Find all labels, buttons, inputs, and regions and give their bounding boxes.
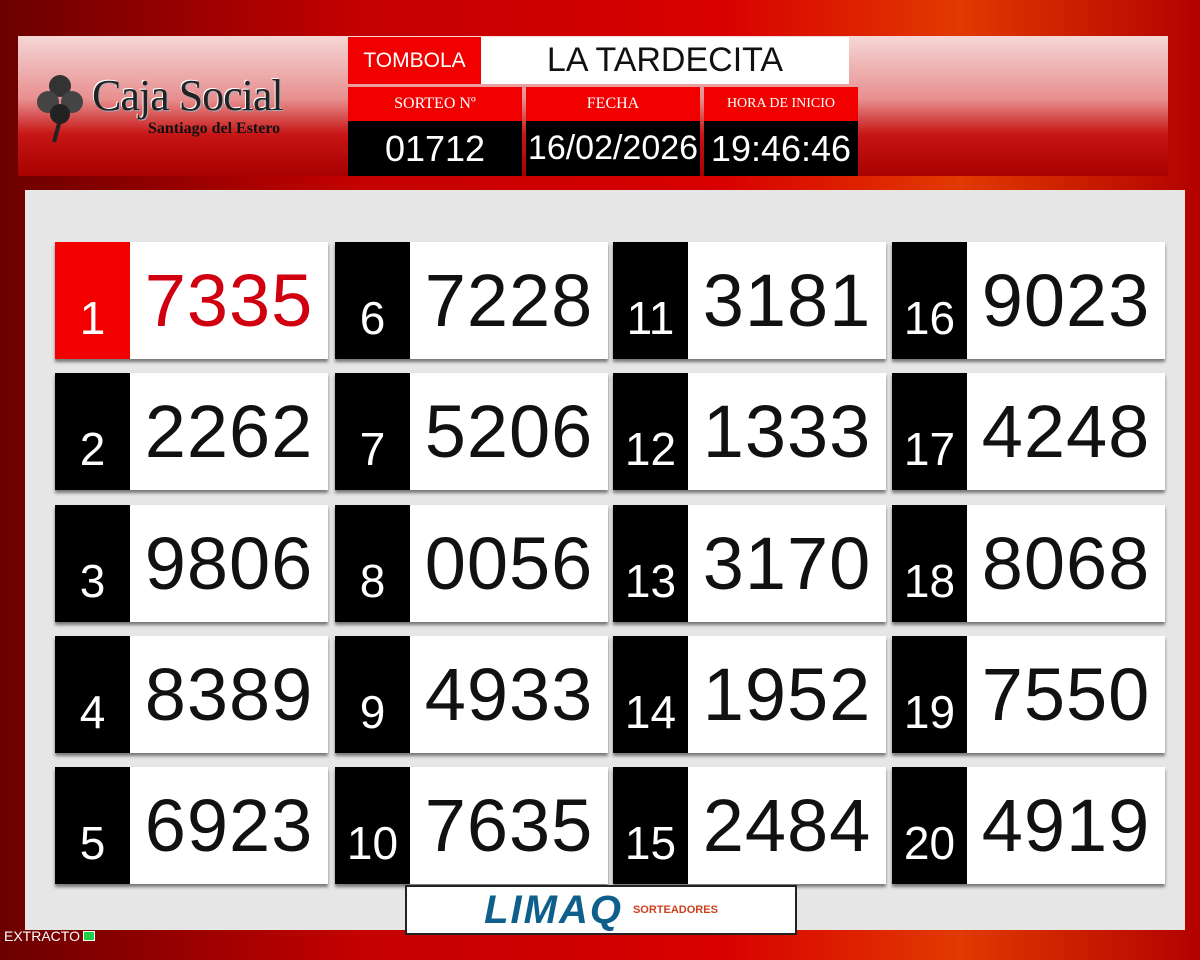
sponsor-name: LIMAQ <box>484 887 623 932</box>
result-position: 11 <box>613 242 688 359</box>
result-item: 18 8068 <box>892 505 1165 622</box>
game-name: LA TARDECITA <box>481 37 849 84</box>
result-number: 6923 <box>130 767 328 884</box>
result-item: 3 9806 <box>55 505 328 622</box>
result-position: 20 <box>892 767 967 884</box>
result-item: 6 7228 <box>335 242 608 359</box>
result-item: 13 3170 <box>613 505 886 622</box>
result-item: 20 4919 <box>892 767 1165 884</box>
result-number: 3181 <box>688 242 886 359</box>
result-number: 7550 <box>967 636 1165 753</box>
result-item: 8 0056 <box>335 505 608 622</box>
result-number: 2484 <box>688 767 886 884</box>
result-number: 8389 <box>130 636 328 753</box>
result-item: 2 2262 <box>55 373 328 490</box>
result-item: 17 4248 <box>892 373 1165 490</box>
draw-label: SORTEO Nº <box>348 87 522 121</box>
result-number: 7335 <box>130 242 328 359</box>
sponsor-tagline: SORTEADORES <box>632 904 718 916</box>
result-item: 15 2484 <box>613 767 886 884</box>
draw-number: 01712 <box>348 121 522 176</box>
result-number: 5206 <box>410 373 608 490</box>
result-item: 11 3181 <box>613 242 886 359</box>
result-number: 8068 <box>967 505 1165 622</box>
result-position: 2 <box>55 373 130 490</box>
result-number: 4248 <box>967 373 1165 490</box>
result-number: 9023 <box>967 242 1165 359</box>
result-position: 19 <box>892 636 967 753</box>
result-position: 8 <box>335 505 410 622</box>
result-item: 9 4933 <box>335 636 608 753</box>
result-position: 10 <box>335 767 410 884</box>
result-number: 0056 <box>410 505 608 622</box>
result-item: 4 8389 <box>55 636 328 753</box>
result-position: 4 <box>55 636 130 753</box>
result-position: 18 <box>892 505 967 622</box>
result-position: 6 <box>335 242 410 359</box>
result-position: 5 <box>55 767 130 884</box>
brand-name: Caja Social <box>92 71 284 120</box>
result-position: 16 <box>892 242 967 359</box>
result-item: 5 6923 <box>55 767 328 884</box>
sponsor-logo: LIMAQ SORTEADORES <box>405 885 797 935</box>
clover-icon <box>37 75 83 143</box>
result-item: 16 9023 <box>892 242 1165 359</box>
result-position: 12 <box>613 373 688 490</box>
result-item: 12 1333 <box>613 373 886 490</box>
result-item: 7 5206 <box>335 373 608 490</box>
result-position: 15 <box>613 767 688 884</box>
result-position: 1 <box>55 242 130 359</box>
result-position: 7 <box>335 373 410 490</box>
result-position: 13 <box>613 505 688 622</box>
result-item: 19 7550 <box>892 636 1165 753</box>
caja-social-logo: Caja Social Santiago del Estero <box>30 68 290 148</box>
result-number: 9806 <box>130 505 328 622</box>
result-number: 7635 <box>410 767 608 884</box>
result-number: 1952 <box>688 636 886 753</box>
result-number: 4933 <box>410 636 608 753</box>
result-position: 9 <box>335 636 410 753</box>
draw-time: 19:46:46 <box>704 121 858 176</box>
game-label: TOMBOLA <box>348 37 481 84</box>
result-item: 14 1952 <box>613 636 886 753</box>
date-label: FECHA <box>526 87 700 121</box>
result-item: 10 7635 <box>335 767 608 884</box>
footer-status: EXTRACTO <box>4 928 95 944</box>
result-position: 3 <box>55 505 130 622</box>
result-position: 14 <box>613 636 688 753</box>
draw-date: 16/02/2026 <box>526 121 700 176</box>
brand-subtitle: Santiago del Estero <box>148 120 281 137</box>
result-number: 3170 <box>688 505 886 622</box>
status-indicator-icon <box>82 931 95 941</box>
result-number: 7228 <box>410 242 608 359</box>
result-number: 1333 <box>688 373 886 490</box>
result-item: 1 7335 <box>55 242 328 359</box>
footer-label: EXTRACTO <box>4 928 80 944</box>
result-number: 2262 <box>130 373 328 490</box>
result-number: 4919 <box>967 767 1165 884</box>
time-label: HORA DE INICIO <box>704 87 858 121</box>
result-position: 17 <box>892 373 967 490</box>
